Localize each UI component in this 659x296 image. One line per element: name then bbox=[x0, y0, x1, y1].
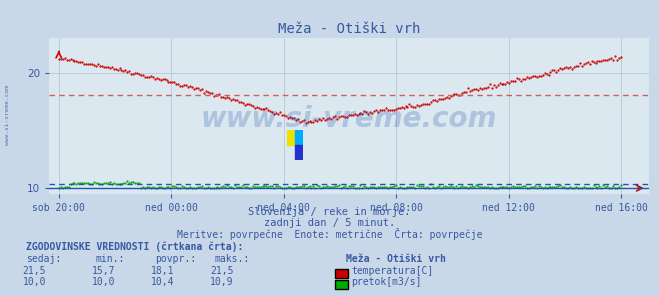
Text: www.si-vreme.com: www.si-vreme.com bbox=[201, 105, 498, 133]
Text: Slovenija / reke in morje.: Slovenija / reke in morje. bbox=[248, 207, 411, 217]
Text: 15,7: 15,7 bbox=[92, 266, 115, 276]
Text: 10,0: 10,0 bbox=[22, 277, 46, 287]
Text: 21,5: 21,5 bbox=[210, 266, 234, 276]
Title: Meža - Otiški vrh: Meža - Otiški vrh bbox=[278, 22, 420, 36]
Text: 10,4: 10,4 bbox=[151, 277, 175, 287]
Text: 10,9: 10,9 bbox=[210, 277, 234, 287]
Text: pretok[m3/s]: pretok[m3/s] bbox=[351, 277, 422, 287]
Text: povpr.:: povpr.: bbox=[155, 254, 196, 264]
Text: maks.:: maks.: bbox=[214, 254, 249, 264]
Text: zadnji dan / 5 minut.: zadnji dan / 5 minut. bbox=[264, 218, 395, 229]
Text: 10,0: 10,0 bbox=[92, 277, 115, 287]
Text: min.:: min.: bbox=[96, 254, 125, 264]
Text: Meža - Otiški vrh: Meža - Otiški vrh bbox=[346, 254, 446, 264]
Text: ZGODOVINSKE VREDNOSTI (črtkana črta):: ZGODOVINSKE VREDNOSTI (črtkana črta): bbox=[26, 242, 244, 252]
Bar bbox=[295, 145, 303, 160]
Text: 21,5: 21,5 bbox=[22, 266, 46, 276]
Text: sedaj:: sedaj: bbox=[26, 254, 61, 264]
Text: www.si-vreme.com: www.si-vreme.com bbox=[5, 86, 11, 145]
Text: 18,1: 18,1 bbox=[151, 266, 175, 276]
Bar bbox=[287, 130, 295, 145]
Text: temperatura[C]: temperatura[C] bbox=[351, 266, 434, 276]
Bar bbox=[295, 130, 303, 145]
Text: Meritve: povrpečne  Enote: metrične  Črta: povrpečje: Meritve: povrpečne Enote: metrične Črta:… bbox=[177, 228, 482, 240]
